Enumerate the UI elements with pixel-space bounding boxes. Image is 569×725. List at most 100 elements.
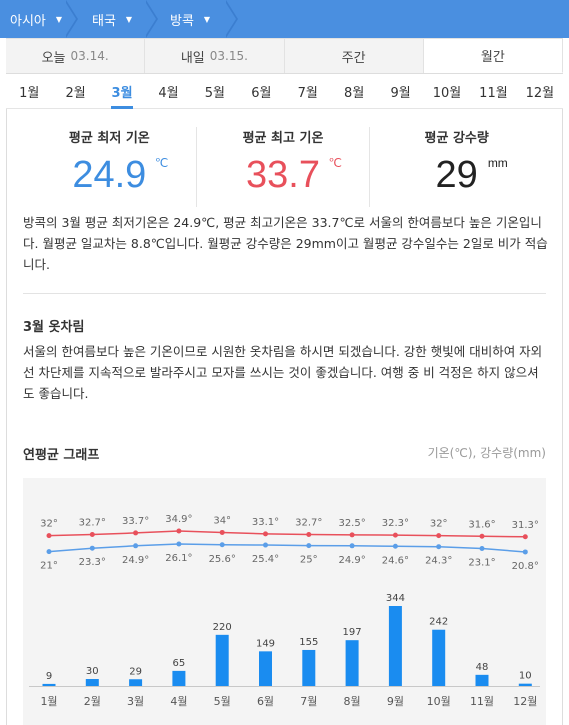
breadcrumb-label: 태국 bbox=[92, 13, 116, 29]
min-temp-point bbox=[133, 543, 139, 549]
min-temp-point bbox=[392, 543, 398, 549]
month-tab[interactable]: 5월 bbox=[204, 86, 226, 101]
graph-title: 연평균 그래프 bbox=[23, 448, 100, 463]
x-tick-label: 8월 bbox=[344, 695, 361, 708]
clothing-text: 서울의 한여름보다 높은 기온이므로 시원한 옷차림을 하시면 되겠습니다. 강… bbox=[23, 344, 543, 401]
breadcrumb-asia[interactable]: 아시아 ▼ bbox=[0, 0, 78, 38]
min-temp-point bbox=[306, 543, 312, 549]
rain-bar bbox=[259, 651, 272, 686]
period-tabs: 오늘 03.14. 내일 03.15. 주간 월간 bbox=[6, 38, 563, 74]
max-temp-label: 31.3° bbox=[512, 520, 539, 531]
x-tick-label: 12월 bbox=[513, 695, 537, 708]
tab-tomorrow[interactable]: 내일 03.15. bbox=[145, 38, 285, 73]
rain-value-label: 344 bbox=[386, 593, 405, 604]
monthly-panel: 평균 최저 기온 24.9 ℃ 평균 최고 기온 33.7 ℃ 평균 강수량 2… bbox=[6, 109, 563, 725]
rain-value-label: 220 bbox=[213, 622, 232, 633]
rain-bar bbox=[42, 683, 56, 686]
min-temp-label: 23.3° bbox=[79, 557, 106, 568]
max-temp-line bbox=[48, 530, 526, 538]
month-tab[interactable]: 3월 bbox=[99, 75, 145, 109]
month-tab[interactable]: 8월 bbox=[344, 86, 365, 101]
tab-weekly[interactable]: 주간 bbox=[284, 38, 424, 73]
stat-unit: ℃ bbox=[328, 156, 342, 170]
x-tick-label: 1월 bbox=[40, 695, 57, 708]
tab-monthly[interactable]: 월간 bbox=[423, 38, 563, 73]
x-tick-label: 10월 bbox=[427, 695, 451, 708]
max-temp-label: 31.6° bbox=[468, 519, 495, 530]
month-tab[interactable]: 6월 bbox=[251, 86, 272, 101]
min-temp-point bbox=[436, 544, 442, 550]
breadcrumb-label: 방콕 bbox=[170, 13, 194, 29]
max-temp-label: 32.7° bbox=[295, 518, 322, 529]
min-temp-label: 24.9° bbox=[122, 555, 149, 566]
rain-value-label: 149 bbox=[256, 638, 275, 649]
tab-today[interactable]: 오늘 03.14. bbox=[6, 38, 146, 73]
stat-min-temp: 평균 최저 기온 24.9 ℃ bbox=[23, 127, 197, 207]
stat-label: 평균 강수량 bbox=[424, 131, 489, 146]
min-temp-label: 24.3° bbox=[425, 556, 452, 567]
min-temp-label: 26.1° bbox=[165, 553, 192, 564]
max-temp-point bbox=[46, 533, 52, 539]
breadcrumb-separator bbox=[64, 0, 78, 38]
max-temp-label: 33.7° bbox=[122, 516, 149, 527]
max-temp-label: 32° bbox=[40, 519, 58, 530]
month-tab[interactable]: 1월 bbox=[19, 86, 40, 101]
max-temp-label: 33.1° bbox=[252, 517, 279, 528]
min-temp-label: 23.1° bbox=[468, 558, 495, 569]
max-temp-label: 32.3° bbox=[382, 518, 409, 529]
min-temp-label: 21° bbox=[40, 561, 58, 572]
month-tab[interactable]: 2월 bbox=[65, 86, 86, 101]
month-tab[interactable]: 9월 bbox=[390, 86, 411, 101]
max-temp-point bbox=[522, 534, 528, 540]
max-temp-label: 34° bbox=[213, 515, 231, 526]
min-temp-point bbox=[219, 542, 225, 548]
month-tab[interactable]: 4월 bbox=[158, 86, 179, 101]
max-temp-label: 32° bbox=[430, 519, 448, 530]
breadcrumb-separator bbox=[224, 0, 238, 38]
rain-bar bbox=[518, 683, 532, 686]
min-temp-label: 24.9° bbox=[338, 555, 365, 566]
month-tab[interactable]: 7월 bbox=[297, 86, 318, 101]
dropdown-caret-icon: ▼ bbox=[203, 14, 211, 24]
rain-bar bbox=[475, 674, 489, 686]
annual-chart-svg: 32° 32.7° 33.7° 34.9° 34° 33.1° 32.7° 32.5° 32.3… bbox=[29, 514, 540, 708]
stat-rainfall: 평균 강수량 29 mm bbox=[370, 127, 543, 207]
breadcrumb-separator bbox=[144, 0, 158, 38]
breadcrumb-thailand[interactable]: 태국 ▼ bbox=[66, 0, 158, 38]
month-tab[interactable]: 10월 bbox=[432, 86, 462, 101]
breadcrumb-bangkok[interactable]: 방콕 ▼ bbox=[146, 0, 238, 38]
stat-value: 29 mm bbox=[436, 154, 508, 197]
rain-value-label: 9 bbox=[46, 671, 52, 682]
rain-bar bbox=[432, 629, 446, 686]
max-temp-point bbox=[133, 530, 139, 536]
min-temp-point bbox=[176, 541, 182, 547]
max-temp-point bbox=[306, 532, 312, 538]
min-temp-line bbox=[48, 543, 526, 553]
rain-value-label: 10 bbox=[519, 671, 532, 682]
x-tick-label: 11월 bbox=[470, 695, 494, 708]
max-temp-point bbox=[263, 531, 268, 537]
tab-label: 주간 bbox=[341, 50, 366, 66]
rain-value-label: 29 bbox=[129, 666, 142, 677]
min-temp-point bbox=[349, 543, 355, 549]
rain-value-label: 48 bbox=[476, 662, 489, 673]
x-tick-label: 9월 bbox=[387, 695, 404, 708]
max-temp-point bbox=[89, 532, 95, 538]
min-temp-label: 25.4° bbox=[252, 554, 279, 565]
rain-value-label: 197 bbox=[343, 627, 362, 638]
tab-label: 월간 bbox=[480, 50, 505, 65]
month-tab[interactable]: 11월 bbox=[479, 86, 508, 101]
divider bbox=[23, 293, 546, 294]
tab-date: 03.15. bbox=[209, 49, 248, 63]
max-temp-value: 33.7 bbox=[246, 154, 320, 196]
month-tab[interactable]: 12월 bbox=[525, 86, 555, 101]
annual-chart: 32° 32.7° 33.7° 34.9° 34° 33.1° 32.7° 32.5° 32.3… bbox=[23, 478, 546, 725]
min-temp-point bbox=[46, 549, 52, 555]
min-temp-value: 24.9 bbox=[72, 154, 147, 196]
stat-label: 평균 최고 기온 bbox=[242, 131, 324, 146]
x-tick-label: 4월 bbox=[170, 695, 187, 708]
min-temp-label: 25.6° bbox=[209, 554, 236, 565]
x-tick-label: 7월 bbox=[300, 695, 317, 708]
breadcrumb: 아시아 ▼ 태국 ▼ 방콕 ▼ bbox=[0, 0, 569, 38]
clothing-title: 3월 옷차림 bbox=[23, 320, 85, 335]
